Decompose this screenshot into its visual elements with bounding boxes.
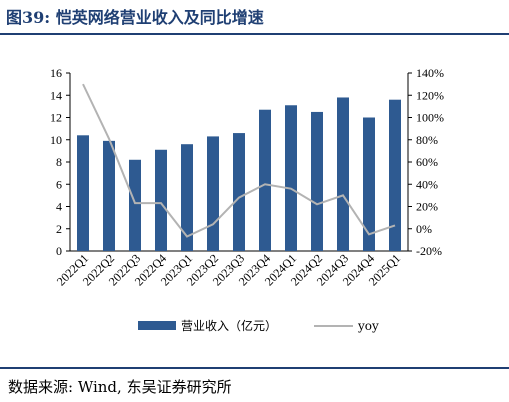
revenue-bar xyxy=(207,136,219,251)
right-axis-tick-label: 0% xyxy=(416,222,432,236)
data-source: 数据来源: Wind, 东吴证券研究所 xyxy=(8,378,232,396)
footer-divider xyxy=(0,367,509,369)
left-axis-tick-label: 10 xyxy=(50,133,62,147)
left-axis-tick-label: 12 xyxy=(50,111,62,125)
right-axis-tick-label: 140% xyxy=(416,66,444,80)
revenue-bar xyxy=(77,135,89,251)
revenue-bar xyxy=(311,111,323,251)
right-axis-tick-label: 120% xyxy=(416,88,444,102)
revenue-bar xyxy=(233,133,245,251)
legend-bar-label: 营业收入（亿元） xyxy=(181,318,277,333)
left-axis-tick-label: 4 xyxy=(56,200,62,214)
legend-line-label: yoy xyxy=(357,319,379,333)
revenue-bar xyxy=(363,117,375,251)
bar-series xyxy=(77,97,401,252)
left-axis-tick-label: 16 xyxy=(50,66,62,80)
chart-axes: 0 2 4 6 8 10 12 14 16 -20% 0% 20% 40% 60% 80% 100% 120% 1… xyxy=(50,66,444,258)
right-axis-tick-label: -20% xyxy=(416,244,442,258)
yoy-line-series xyxy=(82,83,396,238)
right-axis-tick-label: 60% xyxy=(416,155,438,169)
left-axis-tick-label: 6 xyxy=(56,177,62,191)
legend-bar-swatch xyxy=(138,321,176,330)
revenue-bar xyxy=(155,149,167,251)
left-axis-tick-label: 0 xyxy=(56,244,62,258)
right-axis-tick-label: 20% xyxy=(416,200,438,214)
revenue-bar xyxy=(285,105,297,251)
right-axis-tick-label: 80% xyxy=(416,133,438,147)
x-tick-labels: 2022Q12022Q22022Q32022Q42023Q12023Q22023… xyxy=(54,251,403,288)
right-axis-tick-label: 100% xyxy=(416,111,444,125)
revenue-bar xyxy=(129,159,141,251)
revenue-bar xyxy=(103,140,115,251)
chart-legend: 营业收入（亿元） yoy xyxy=(138,318,379,333)
left-axis-tick-label: 14 xyxy=(50,88,62,102)
title-divider xyxy=(0,33,509,35)
revenue-bar xyxy=(389,99,401,251)
revenue-bar xyxy=(181,144,193,251)
chart-title: 图39: 恺英网络营业收入及同比增速 xyxy=(6,8,264,27)
right-axis-tick-label: 40% xyxy=(416,177,438,191)
left-axis-tick-label: 8 xyxy=(56,155,62,169)
revenue-yoy-chart: 0 2 4 6 8 10 12 14 16 -20% 0% 20% 40% 60% 80% 100% 120% 1… xyxy=(50,66,444,333)
left-axis-tick-label: 2 xyxy=(56,222,62,236)
revenue-bar xyxy=(337,97,349,251)
revenue-bar xyxy=(259,109,271,252)
